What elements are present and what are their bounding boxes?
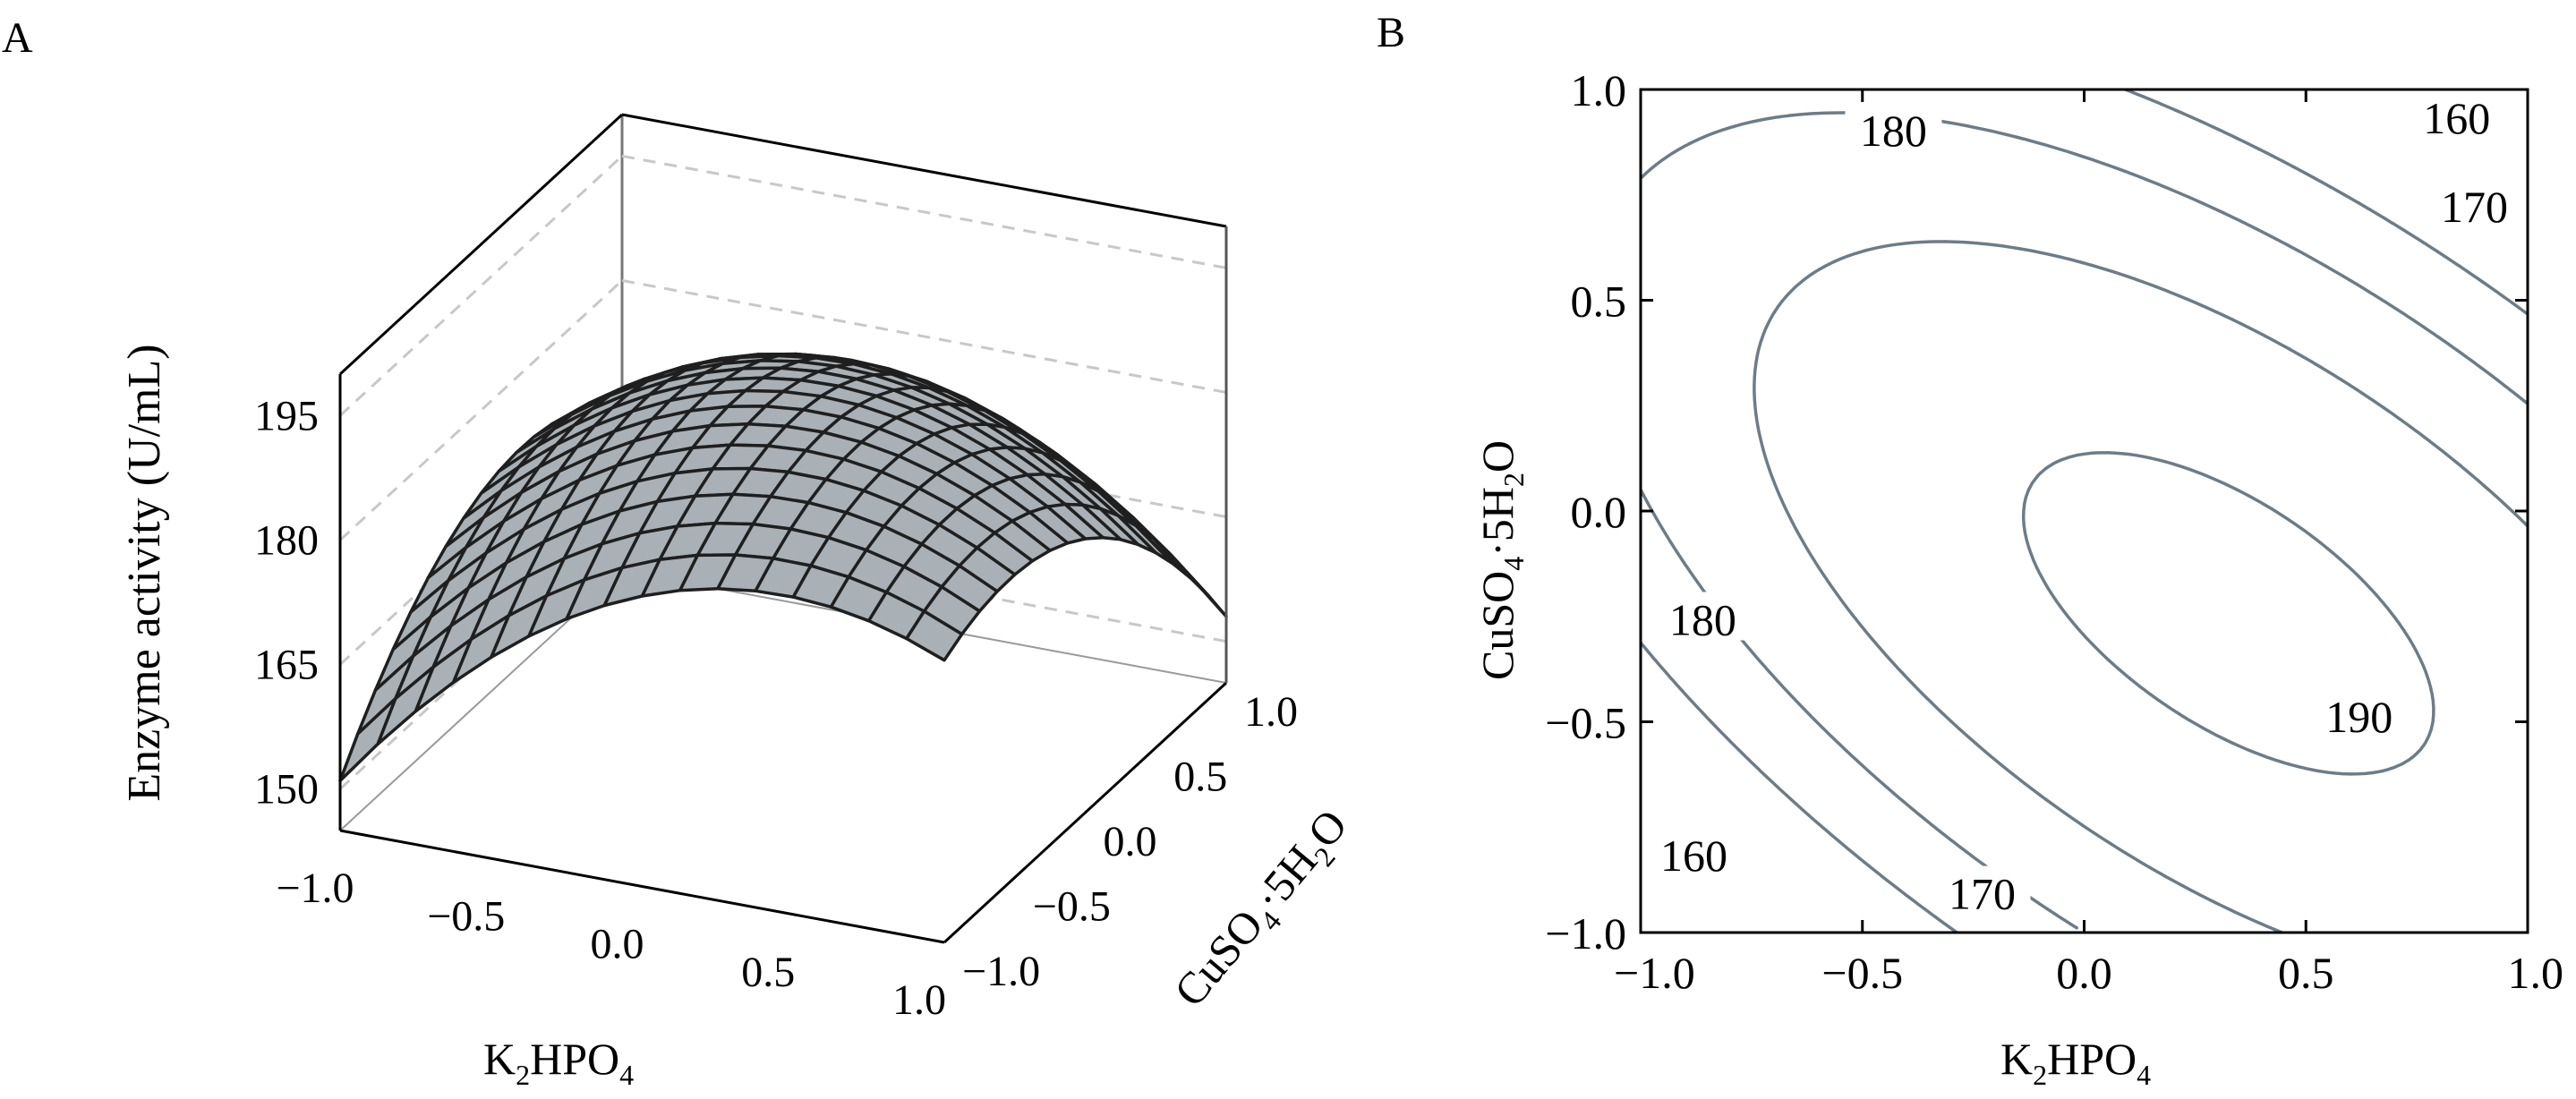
surface-plot: −1.0 −0.5 0.0 0.5 1.0 −1.0 −0.5 0.0 0.5 1.0 150 165… [119, 113, 1362, 1091]
back-wall-gridline [621, 278, 1227, 394]
contour-x-tick-label: −0.5 [1821, 948, 1903, 998]
contour-y-tick-label: −1.0 [1545, 908, 1626, 958]
contour-label-backing [2310, 688, 2408, 737]
contour-x-tick-label: 1.0 [2508, 948, 2564, 998]
contour-x-tick-label: −1.0 [1614, 948, 1695, 998]
y-tick-label: 1.0 [1244, 688, 1298, 736]
y-axis-label: CuSO4·5H2O [1164, 800, 1362, 1021]
y-tick-label: −0.5 [1033, 883, 1111, 931]
front-bottom-edge [339, 829, 945, 944]
contour-level-label: 170 [2441, 182, 2508, 232]
x-tick-label: 0.0 [591, 921, 644, 968]
contour-level-label: 190 [2325, 692, 2393, 742]
contour-line-170 [1641, 111, 2528, 930]
x-tick-label: 0.5 [741, 949, 795, 996]
contour-y-tick-label: 0.5 [1571, 277, 1627, 327]
surface-patch [905, 609, 964, 662]
contour-label-backing [1645, 828, 1743, 877]
contour-ticks: −1.0−1.0 −0.5 −0.5 0.0 0.0 0.5 0.5 1.0 1.0 [1545, 65, 2563, 998]
contour-label-backing [1933, 865, 2031, 915]
y-tick-label: −1.0 [962, 948, 1040, 995]
z-axis-label: Enzyme activity (U/mL) [119, 344, 170, 801]
panel-a-label: A [2, 14, 33, 62]
contour-x-tick-label: 0.0 [2056, 948, 2112, 998]
contour-label-backing [1845, 103, 1942, 152]
contour-label-backing [2408, 89, 2505, 139]
contour-y-tick-label: −0.5 [1545, 698, 1626, 748]
z-tick-label: 195 [254, 392, 319, 439]
x-tick-label: 1.0 [892, 976, 946, 1024]
contour-plot: 160 170 180 180 190 160 170 −1.0−1.0 −0.5 −0.5 0.… [1472, 65, 2563, 1091]
z-tick-label: 150 [254, 766, 319, 814]
response-surface [338, 352, 1228, 783]
z-tick-label: 180 [254, 516, 319, 564]
contour-plot-frame [1639, 88, 2529, 934]
contour-y-tick-label: 0.0 [1571, 487, 1627, 537]
contour-y-axis-label: CuSO4·5H2O [1472, 440, 1530, 680]
contour-level-label: 160 [1660, 831, 1727, 881]
left-wall-gridline [338, 155, 624, 417]
contour-y-tick-label: 1.0 [1571, 65, 1627, 115]
contour-line-190 [2021, 451, 2435, 776]
contour-line-180 [1753, 240, 2528, 933]
contour-level-label: 180 [1860, 106, 1927, 156]
x-axis-label: K2HPO4 [483, 1034, 634, 1091]
surface-tick-labels: −1.0 −0.5 0.0 0.5 1.0 −1.0 −0.5 0.0 0.5 1.0 150 165… [254, 392, 1298, 1024]
y-tick-label: 0.5 [1173, 754, 1227, 801]
contour-label-backing [1654, 592, 1752, 641]
x-tick-label: −1.0 [276, 865, 354, 912]
contour-level-label: 180 [1669, 594, 1736, 644]
right-bottom-edge [943, 681, 1228, 944]
top-back-edge [621, 113, 1227, 228]
y-tick-label: 0.0 [1104, 818, 1157, 865]
contour-level-label: 160 [2423, 93, 2490, 143]
surface-box-front [338, 113, 1228, 944]
contour-x-tick-label: 0.5 [2278, 948, 2334, 998]
back-wall-gridline [621, 154, 1227, 269]
contour-line-160 [1641, 89, 2528, 933]
contour-label-backing [2426, 178, 2523, 227]
x-tick-label: −0.5 [427, 892, 505, 940]
z-tick-label: 165 [254, 642, 319, 689]
top-left-edge [338, 113, 624, 376]
panel-b-label: B [1377, 9, 1405, 56]
contour-level-label: 170 [1949, 869, 2016, 919]
contour-level-labels: 160 170 180 180 190 160 170 [1645, 89, 2523, 919]
contour-x-axis-label: K2HPO4 [2000, 1034, 2151, 1091]
contour-lines [1641, 89, 2528, 933]
